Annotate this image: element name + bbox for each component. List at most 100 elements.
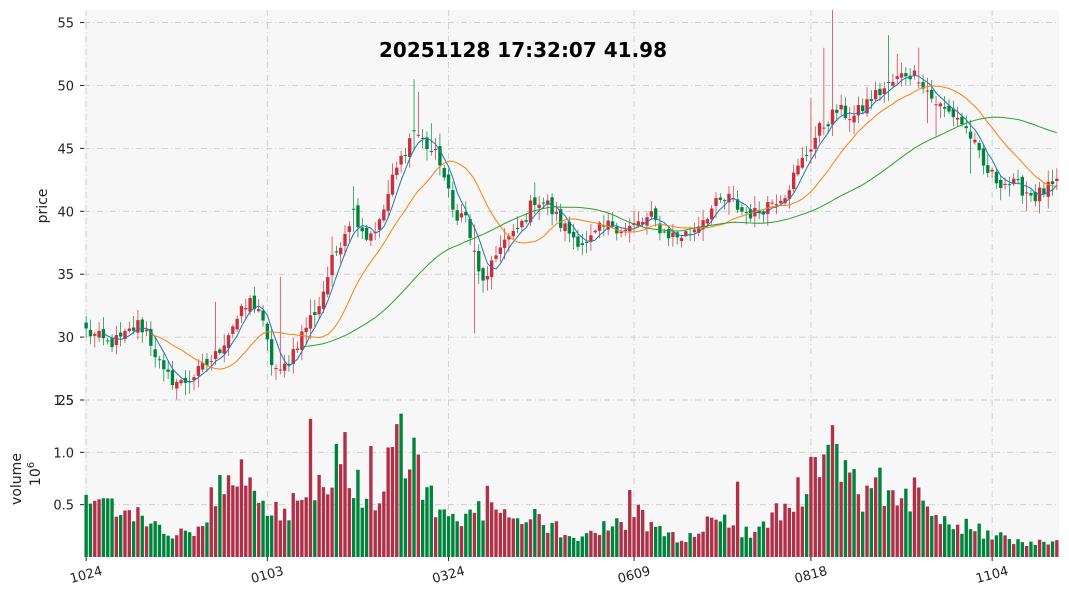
candle: [735, 190, 740, 214]
candle: [671, 223, 675, 247]
candle: [166, 360, 170, 380]
candle: [692, 222, 697, 242]
candle-body: [399, 155, 403, 165]
candle-body: [304, 327, 308, 333]
candle: [658, 215, 662, 241]
volume-bar: [684, 542, 688, 557]
volume-bar: [904, 488, 908, 557]
volume-bar: [766, 527, 770, 557]
candle: [455, 204, 459, 226]
candle-body: [192, 377, 196, 381]
volume-bar: [464, 513, 468, 557]
volume-bar: [248, 477, 252, 557]
candle: [567, 216, 572, 243]
moving-average-line: [301, 116, 1057, 347]
candle-body: [559, 209, 563, 228]
volume-bar: [848, 472, 852, 557]
candle-body: [140, 319, 144, 333]
candle-body: [891, 81, 895, 86]
volume-bar: [356, 469, 360, 557]
candle-body: [420, 137, 425, 139]
candle: [930, 79, 934, 103]
candle-body: [149, 328, 153, 346]
candle: [481, 266, 485, 293]
volume-bar: [770, 512, 774, 557]
volume-bar: [602, 521, 606, 557]
candle: [209, 354, 213, 371]
volume-bar: [157, 524, 162, 557]
candle-body: [502, 239, 507, 248]
volume-bar: [753, 531, 757, 557]
candle-body: [684, 231, 688, 237]
volume-bar: [364, 498, 369, 557]
candle-body: [442, 167, 446, 178]
candle-body: [973, 139, 977, 143]
volume-bar: [977, 523, 981, 557]
volume-bar: [891, 490, 895, 557]
candle: [861, 98, 865, 114]
volume-bar: [546, 532, 550, 557]
candle: [179, 378, 183, 386]
candle: [317, 296, 321, 319]
volume-bar: [722, 514, 727, 557]
volume-bar: [1050, 541, 1055, 557]
candle-body: [960, 116, 964, 125]
candle-body: [446, 174, 451, 189]
candle-body: [589, 235, 593, 242]
volume-bar: [571, 537, 576, 557]
candle: [684, 229, 688, 238]
volume-bar: [938, 524, 943, 557]
candle: [429, 123, 433, 156]
candle: [490, 255, 494, 290]
candle-body: [213, 351, 218, 359]
volume-bar: [170, 538, 175, 557]
candle: [433, 138, 438, 160]
volume-bar: [218, 474, 222, 557]
volume-exponent-base: 10: [28, 468, 44, 486]
candle: [136, 309, 140, 340]
volume-bar: [554, 521, 559, 557]
candle-body: [377, 219, 382, 230]
candle-body: [93, 333, 97, 336]
candle: [533, 182, 537, 215]
candle-body: [252, 295, 257, 310]
candle: [852, 105, 856, 135]
volume-bar: [653, 526, 658, 557]
candle: [408, 133, 412, 168]
volume-bar: [412, 437, 416, 557]
volume-bar: [511, 518, 515, 557]
candle-body: [843, 105, 848, 118]
volume-bar: [334, 443, 339, 557]
volume-bar: [791, 511, 796, 557]
volume-bar: [934, 514, 938, 557]
volume-bar: [524, 522, 528, 557]
candle: [300, 324, 304, 361]
volume-bar: [110, 498, 114, 557]
volume-bar: [1020, 542, 1025, 557]
volume-bar: [339, 464, 343, 557]
candle-body: [477, 250, 481, 272]
volume-bar: [179, 528, 183, 557]
candle: [981, 144, 986, 175]
volume-bar: [235, 486, 239, 557]
candle-body: [528, 200, 533, 223]
candle: [873, 81, 878, 102]
candle-body: [188, 381, 192, 383]
candle: [420, 129, 425, 149]
candle-body: [999, 179, 1003, 189]
candle: [235, 315, 239, 332]
candle-body: [852, 115, 856, 123]
x-tick-label: 0103: [250, 564, 286, 587]
volume-bar: [153, 521, 157, 557]
candle-body: [317, 306, 321, 315]
volume-bar: [502, 509, 507, 557]
candle-body: [494, 255, 498, 259]
candle-body: [986, 165, 990, 173]
volume-bar: [597, 535, 602, 557]
candle-body: [334, 251, 339, 253]
volume-bar: [472, 512, 477, 557]
volume-bar: [515, 518, 520, 557]
candle-body: [899, 73, 904, 78]
candle-body: [200, 362, 205, 370]
candle: [1050, 169, 1055, 196]
